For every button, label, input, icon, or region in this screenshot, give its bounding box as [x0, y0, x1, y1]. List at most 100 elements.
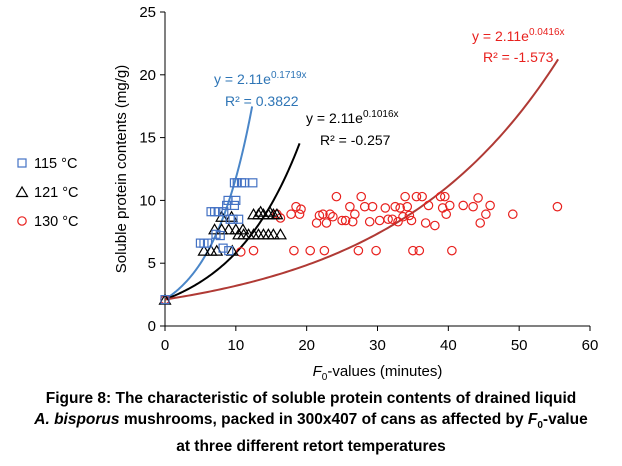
- caption-line-2-end: -value: [542, 411, 588, 428]
- data-point: [328, 211, 338, 222]
- data-point: [441, 209, 452, 220]
- data-point: [229, 200, 240, 211]
- data-point: [219, 207, 229, 217]
- data-points: [158, 178, 563, 305]
- data-point: [197, 244, 211, 256]
- data-point: [213, 207, 223, 217]
- legend-item-2: 121 °C: [15, 185, 79, 201]
- caption-line-1: Figure 8: The characteristic of soluble …: [0, 388, 622, 409]
- data-point: [231, 195, 241, 205]
- data-point: [321, 218, 332, 228]
- data-point: [364, 216, 375, 227]
- trend-line-2: [164, 142, 301, 301]
- caption-line-3: at three different retort temperatures: [0, 436, 622, 457]
- caption-line-1-text: Figure 8: The characteristic of soluble …: [45, 390, 577, 407]
- data-point: [444, 200, 455, 211]
- caption-line-3-text: at three different retort temperatures: [176, 438, 446, 456]
- trend-line-1: [164, 106, 254, 301]
- data-point: [228, 214, 238, 224]
- data-point: [337, 215, 347, 226]
- data-point: [263, 205, 277, 217]
- data-point: [371, 245, 381, 256]
- data-point: [380, 203, 391, 213]
- data-point: [273, 228, 287, 240]
- data-point: [291, 201, 301, 212]
- data-point: [552, 201, 563, 212]
- data-point: [420, 218, 431, 228]
- trend-equation: y = 2.11e0.1016x: [306, 109, 399, 126]
- x-tick-label: 20: [298, 337, 315, 354]
- y-tick-label: 10: [139, 192, 156, 209]
- data-point: [485, 200, 495, 211]
- data-point: [340, 215, 351, 226]
- data-point: [414, 245, 425, 256]
- data-point: [318, 209, 328, 220]
- caption-f: F: [527, 411, 538, 428]
- data-point: [305, 245, 316, 256]
- trend-r-squared: R² = -0.257: [320, 132, 391, 148]
- equation-annotations: y = 2.11e0.1719x R² = 0.3822 y = 2.11e0.10…: [214, 27, 565, 148]
- data-point: [215, 223, 229, 235]
- data-point: [325, 209, 335, 220]
- data-point: [215, 210, 229, 222]
- legend-item-3: 130 °C: [17, 214, 79, 230]
- data-point: [350, 209, 360, 220]
- data-point: [481, 209, 491, 220]
- data-point: [270, 208, 284, 220]
- series-square-points: [160, 178, 258, 305]
- data-point: [229, 178, 240, 188]
- trend-r-squared: R² = 0.3822: [225, 93, 299, 109]
- data-point: [411, 191, 422, 202]
- trend-equation: y = 2.11e0.1719x: [214, 70, 307, 87]
- data-point: [356, 191, 367, 202]
- data-point: [222, 223, 236, 235]
- data-point: [236, 223, 250, 235]
- y-tick-label: 15: [139, 130, 156, 147]
- trend-lines: [164, 58, 559, 301]
- axes: 0 5 10 15 20 25 0 10 20 30 40 50 60 Soluble protein c…: [113, 4, 598, 383]
- x-axis-title: F0-values (minutes): [313, 363, 443, 383]
- x-tick-label: 40: [440, 337, 457, 354]
- y-tick-label: 0: [148, 318, 156, 335]
- data-point: [395, 203, 405, 213]
- data-point: [266, 228, 280, 240]
- data-point: [210, 244, 224, 256]
- data-point: [423, 200, 434, 211]
- caption-species: A. bisporus: [34, 411, 120, 428]
- trend-line-3: [164, 58, 559, 301]
- data-point: [387, 214, 398, 225]
- x-tick-label: 30: [369, 337, 386, 354]
- data-point: [275, 213, 286, 223]
- data-point: [208, 223, 222, 235]
- legend: 115 °C 121 °C 130 °C: [15, 156, 79, 230]
- data-point: [353, 245, 364, 256]
- legend-item-1: 115 °C: [17, 156, 77, 172]
- data-point: [473, 193, 483, 203]
- x-tick-label: 50: [511, 337, 528, 354]
- x-tick-label: 10: [227, 337, 244, 354]
- data-point: [254, 205, 268, 217]
- data-point: [439, 191, 450, 202]
- y-axis-title: Soluble protein contents (mg/g): [113, 65, 130, 273]
- data-point: [468, 201, 478, 212]
- data-point: [447, 245, 457, 256]
- data-point: [215, 230, 225, 241]
- figure-caption: Figure 8: The characteristic of soluble …: [0, 388, 622, 457]
- data-point: [202, 238, 213, 248]
- data-point: [331, 191, 342, 202]
- data-point: [234, 214, 244, 224]
- data-point: [402, 201, 413, 212]
- data-point: [248, 245, 259, 256]
- data-point: [224, 246, 234, 256]
- data-point: [383, 214, 393, 225]
- data-point: [218, 243, 228, 253]
- legend-label: 121 °C: [34, 185, 79, 201]
- legend-marker: [17, 216, 27, 226]
- legend-marker: [17, 158, 27, 168]
- data-point: [417, 191, 427, 202]
- data-point: [289, 245, 299, 256]
- x-tick-label: 60: [582, 337, 599, 354]
- data-point: [367, 201, 378, 212]
- data-point: [296, 204, 306, 214]
- data-point: [286, 209, 296, 220]
